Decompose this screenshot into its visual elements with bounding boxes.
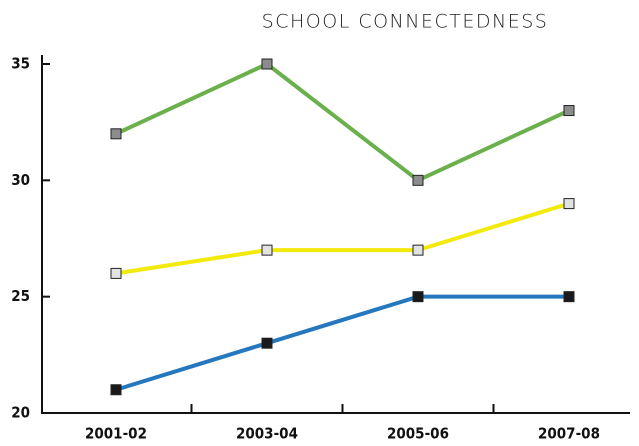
point-marker xyxy=(261,337,273,349)
y-tick-label: 25 xyxy=(11,287,30,305)
point-marker xyxy=(261,58,273,70)
point-marker xyxy=(412,174,424,186)
point-marker xyxy=(563,198,575,210)
series-line xyxy=(115,62,570,183)
point-marker xyxy=(563,291,575,303)
x-tick-label: 2005-06 xyxy=(387,425,449,443)
y-tick-label: 35 xyxy=(11,55,30,73)
x-tick-label: 2001-02 xyxy=(85,425,147,443)
point-marker xyxy=(412,291,424,303)
x-tick-label: 2007-08 xyxy=(538,425,600,443)
series-line xyxy=(115,294,569,392)
chart-title: SCHOOL CONNECTEDNESS xyxy=(262,11,549,33)
y-tick-label: 20 xyxy=(11,404,30,422)
point-marker xyxy=(110,267,122,279)
x-tick-label: 2003-04 xyxy=(236,425,298,443)
point-marker xyxy=(412,244,424,256)
point-marker xyxy=(563,105,575,117)
y-tick-label: 30 xyxy=(11,171,30,189)
point-marker xyxy=(110,384,122,396)
point-marker xyxy=(261,244,273,256)
series-line xyxy=(115,201,570,276)
point-marker xyxy=(110,128,122,140)
